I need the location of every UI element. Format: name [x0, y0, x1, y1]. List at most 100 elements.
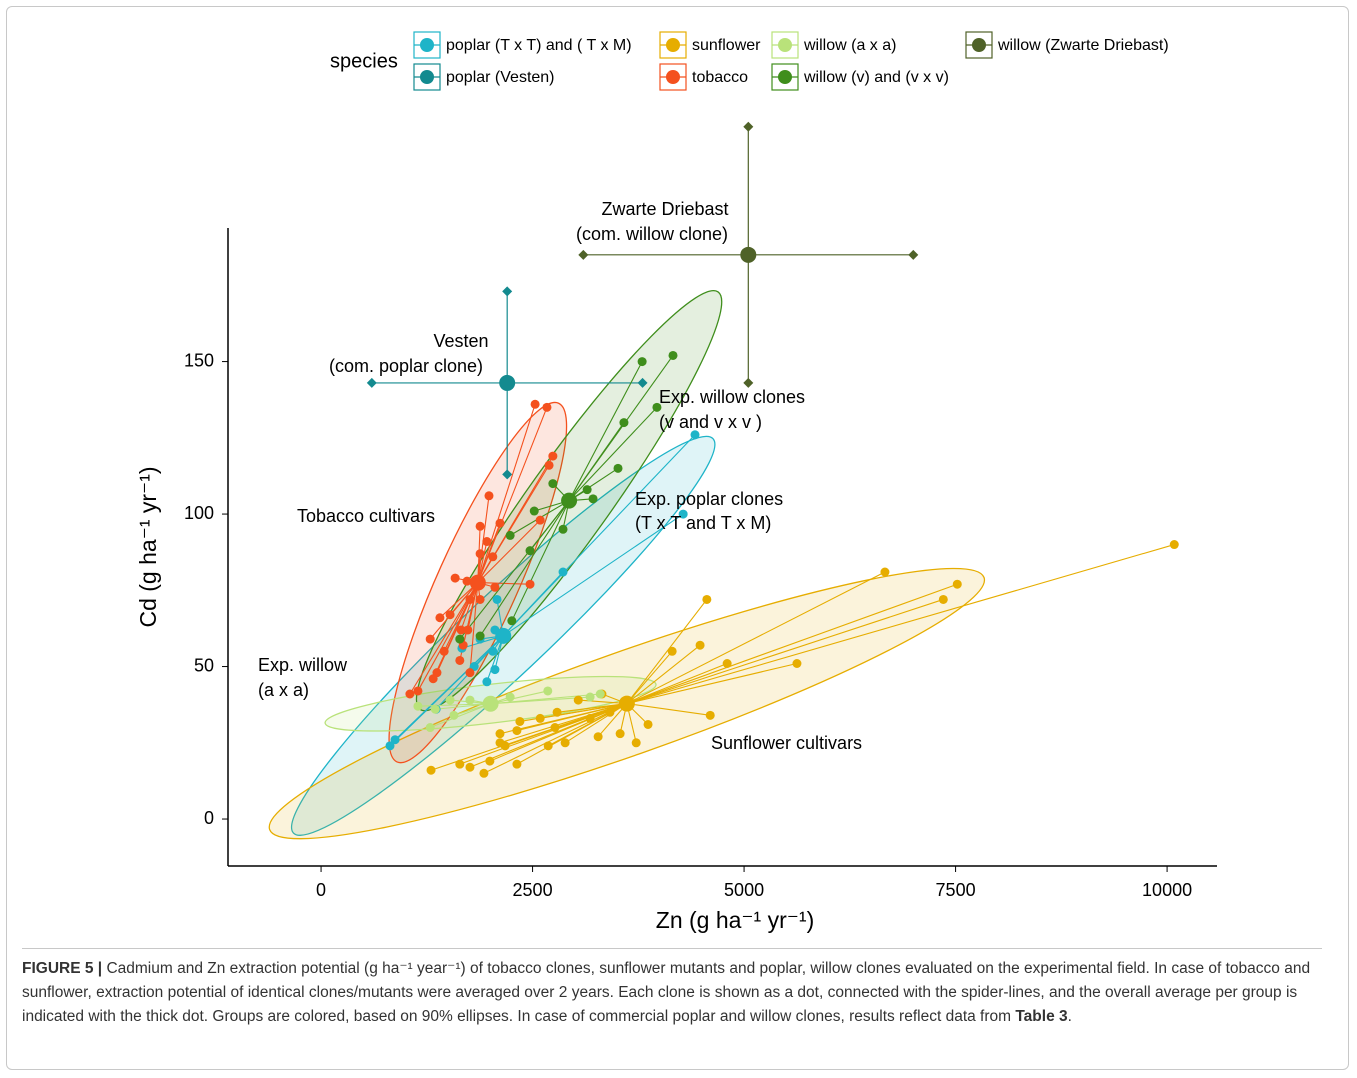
annotation: Vesten	[433, 331, 488, 351]
point	[450, 573, 460, 583]
point	[475, 549, 485, 559]
x-tick-label: 2500	[513, 880, 553, 900]
spider-line	[477, 404, 536, 583]
error-bar-end	[743, 377, 754, 388]
point	[550, 723, 560, 733]
chart: Zn (g ha⁻¹ yr⁻¹) Cd (g ha⁻¹ yr⁻¹) specie…	[135, 31, 1217, 933]
point	[938, 594, 948, 604]
point	[475, 631, 485, 641]
point	[435, 613, 445, 623]
error-bar-end	[366, 377, 377, 388]
point	[880, 567, 890, 577]
point	[792, 658, 802, 668]
point	[615, 729, 625, 739]
annotation: Exp. willow clones	[659, 387, 805, 407]
annotation: Exp. poplar clones	[635, 489, 783, 509]
legend-key-dot	[778, 70, 792, 84]
point	[525, 546, 535, 556]
spider-line	[626, 571, 886, 705]
point	[484, 491, 494, 501]
point	[560, 738, 570, 748]
point	[543, 741, 553, 751]
x-tick-label: 7500	[936, 880, 976, 900]
point	[535, 713, 545, 723]
point	[445, 610, 455, 620]
annotation: Tobacco cultivars	[297, 506, 435, 526]
annotation: (v and v x v )	[659, 412, 762, 432]
spider-line	[499, 703, 627, 735]
point	[456, 625, 466, 635]
point	[507, 616, 517, 626]
spider-line	[462, 582, 479, 646]
y-tick-label: 50	[194, 655, 214, 675]
point	[668, 350, 678, 360]
point	[449, 710, 459, 720]
legend-label: sunflower	[692, 37, 761, 54]
point	[445, 695, 455, 705]
legend-key-dot	[420, 70, 434, 84]
point	[405, 689, 415, 699]
error-bar-end	[743, 121, 754, 132]
group-mean	[618, 695, 635, 712]
point	[488, 646, 498, 656]
point	[548, 451, 558, 461]
spider-line	[626, 599, 708, 704]
point	[490, 665, 500, 675]
caption-label: FIGURE 5 |	[22, 960, 103, 977]
spider-line	[626, 644, 701, 705]
spider-line	[459, 703, 628, 765]
x-axis-label: Zn (g ha⁻¹ yr⁻¹)	[656, 907, 814, 933]
spider-line	[502, 513, 684, 637]
point	[722, 658, 732, 668]
caption-end: .	[1067, 1008, 1072, 1025]
point	[573, 695, 583, 705]
spider-line	[459, 500, 570, 640]
point	[465, 668, 475, 678]
legend-label: poplar (T x T) and ( T x M)	[446, 37, 632, 54]
point	[413, 701, 423, 711]
point	[455, 759, 465, 769]
point	[465, 762, 475, 772]
spider-line	[429, 703, 491, 729]
point	[1169, 540, 1179, 550]
point	[499, 374, 516, 391]
x-tick-label: 10000	[1142, 880, 1192, 900]
point	[432, 668, 442, 678]
point	[702, 594, 712, 604]
legend-label: willow (Zwarte Driebast)	[997, 37, 1169, 54]
x-tick-label: 5000	[724, 880, 764, 900]
spider-line	[626, 703, 711, 716]
centroids	[366, 121, 919, 712]
spider-line	[626, 662, 728, 705]
spider-line	[626, 650, 673, 704]
point	[619, 418, 629, 428]
point	[515, 716, 525, 726]
spider-line	[483, 703, 628, 774]
spider-line	[477, 407, 548, 583]
point	[525, 579, 535, 589]
point	[558, 567, 568, 577]
point	[530, 399, 540, 409]
spider-line	[578, 699, 627, 705]
point	[390, 735, 400, 745]
point	[585, 692, 595, 702]
legend-label: tobacco	[692, 69, 748, 86]
point	[439, 646, 449, 656]
point	[582, 485, 592, 495]
point	[613, 463, 623, 473]
point	[542, 402, 552, 412]
point	[535, 515, 545, 525]
point	[585, 713, 595, 723]
point	[631, 738, 641, 748]
legend-label: willow (v) and (v x v)	[803, 69, 949, 86]
point	[485, 756, 495, 766]
legend-label: willow (a x a)	[803, 37, 896, 54]
spider-line	[477, 523, 501, 583]
spider-line	[435, 703, 491, 710]
point	[595, 689, 605, 699]
annotation: (T x T and T x M)	[635, 513, 771, 533]
annotation: Zwarte Driebast	[601, 199, 728, 219]
point	[637, 357, 647, 367]
x-tick-label: 0	[316, 880, 326, 900]
point	[482, 677, 492, 687]
